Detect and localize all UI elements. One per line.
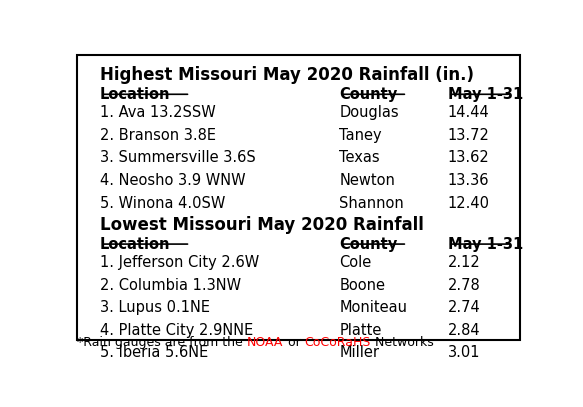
Text: Taney: Taney xyxy=(339,128,382,143)
Text: 2.12: 2.12 xyxy=(448,255,480,270)
Text: Shannon: Shannon xyxy=(339,195,404,210)
Text: County: County xyxy=(339,87,398,102)
Text: 13.36: 13.36 xyxy=(448,173,489,188)
Text: CoCoRaHS: CoCoRaHS xyxy=(304,336,371,349)
Text: Douglas: Douglas xyxy=(339,105,399,120)
Text: Platte: Platte xyxy=(339,323,382,338)
Text: Newton: Newton xyxy=(339,173,395,188)
Text: 4. Platte City 2.9NNE: 4. Platte City 2.9NNE xyxy=(100,323,253,338)
Text: 3. Summersville 3.6S: 3. Summersville 3.6S xyxy=(100,150,256,165)
Text: 1. Ava 13.2SSW: 1. Ava 13.2SSW xyxy=(100,105,216,120)
Text: Location: Location xyxy=(100,237,170,252)
Text: 5. Winona 4.0SW: 5. Winona 4.0SW xyxy=(100,195,226,210)
Text: *Rain gauges are from the: *Rain gauges are from the xyxy=(78,336,247,349)
Text: 3.01: 3.01 xyxy=(448,345,480,360)
Text: 13.72: 13.72 xyxy=(448,128,490,143)
Text: Lowest Missouri May 2020 Rainfall: Lowest Missouri May 2020 Rainfall xyxy=(100,216,424,234)
FancyBboxPatch shape xyxy=(78,55,520,340)
Text: Networks: Networks xyxy=(371,336,433,349)
Text: 1. Jefferson City 2.6W: 1. Jefferson City 2.6W xyxy=(100,255,259,270)
Text: 3. Lupus 0.1NE: 3. Lupus 0.1NE xyxy=(100,300,210,315)
Text: Boone: Boone xyxy=(339,278,385,293)
Text: 2.78: 2.78 xyxy=(448,278,480,293)
Text: NOAA: NOAA xyxy=(247,336,283,349)
Text: Location: Location xyxy=(100,87,170,102)
Text: Moniteau: Moniteau xyxy=(339,300,408,315)
Text: Highest Missouri May 2020 Rainfall (in.): Highest Missouri May 2020 Rainfall (in.) xyxy=(100,66,474,84)
Text: 12.40: 12.40 xyxy=(448,195,490,210)
Text: County: County xyxy=(339,237,398,252)
Text: 14.44: 14.44 xyxy=(448,105,490,120)
Text: 13.62: 13.62 xyxy=(448,150,490,165)
Text: 4. Neosho 3.9 WNW: 4. Neosho 3.9 WNW xyxy=(100,173,245,188)
Text: 2. Columbia 1.3NW: 2. Columbia 1.3NW xyxy=(100,278,241,293)
Text: 2. Branson 3.8E: 2. Branson 3.8E xyxy=(100,128,216,143)
Text: Texas: Texas xyxy=(339,150,380,165)
Text: Miller: Miller xyxy=(339,345,380,360)
Text: 2.84: 2.84 xyxy=(448,323,480,338)
Text: May 1-31: May 1-31 xyxy=(448,87,523,102)
Text: May 1-31: May 1-31 xyxy=(448,237,523,252)
Text: Cole: Cole xyxy=(339,255,372,270)
Text: 5. Iberia 5.6NE: 5. Iberia 5.6NE xyxy=(100,345,208,360)
Text: 2.74: 2.74 xyxy=(448,300,480,315)
Text: or: or xyxy=(283,336,304,349)
